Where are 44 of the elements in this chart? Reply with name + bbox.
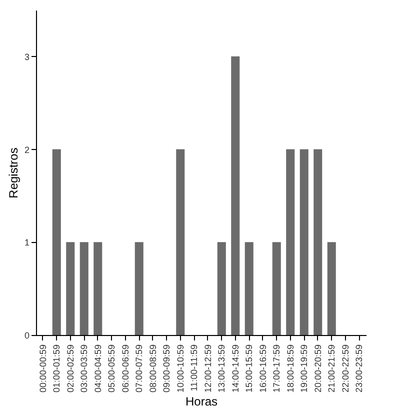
bar	[272, 242, 281, 335]
x-axis-title: Horas	[185, 394, 218, 409]
bar	[66, 242, 75, 335]
x-tick-label: 20:00-20:59	[312, 344, 323, 393]
bar	[134, 242, 144, 335]
bar	[314, 149, 322, 335]
x-tick-label: 09:00-09:59	[162, 344, 172, 393]
x-tick-label: 19:00-19:59	[299, 344, 310, 393]
x-tick-label: 06:00-06:59	[120, 344, 130, 393]
y-tick-label: 2	[24, 144, 30, 155]
bar	[327, 242, 336, 335]
x-tick-label: 10:00-10:59	[175, 344, 186, 393]
x-tick-label: 07:00-07:59	[134, 344, 144, 393]
bar	[52, 149, 61, 335]
x-tick-label: 18:00-18:59	[285, 344, 296, 393]
bar	[244, 242, 254, 335]
bar	[231, 56, 240, 335]
bar	[217, 242, 226, 335]
x-tick-label: 12:00-12:59	[202, 344, 213, 393]
x-tick-label: 11:00-11:59	[189, 344, 200, 392]
bar	[176, 149, 185, 335]
x-tick-label: 05:00-05:59	[106, 344, 117, 393]
x-tick-label: 00:00-00:59	[38, 344, 48, 393]
y-tick-label: 3	[24, 52, 30, 62]
bar	[80, 242, 88, 335]
x-tick-label: 16:00-16:59	[258, 344, 268, 393]
x-tick-label: 14:00-14:59	[230, 344, 240, 393]
y-axis-title: Registros	[6, 148, 20, 198]
bar	[94, 242, 102, 335]
x-tick-label: 02:00-02:59	[65, 344, 76, 393]
x-tick-label: 04:00-04:59	[92, 344, 103, 393]
bar	[300, 149, 308, 335]
x-tick-label: 22:00-22:59	[340, 344, 350, 393]
y-tick-label: 1	[24, 238, 30, 248]
x-tick-label: 01:00-01:59	[52, 344, 62, 393]
x-tick-label: 13:00-13:59	[216, 344, 227, 393]
x-tick-label: 15:00-15:59	[244, 344, 254, 393]
x-tick-label: 17:00-17:59	[272, 344, 282, 393]
x-tick-label: 21:00-21:59	[326, 344, 337, 393]
x-tick-label: 23:00-23:59	[354, 344, 364, 393]
bar	[286, 149, 295, 335]
x-tick-label: 08:00-08:59	[148, 344, 158, 393]
y-tick-label: 0	[24, 330, 30, 340]
x-tick-label: 03:00-03:59	[79, 344, 90, 393]
